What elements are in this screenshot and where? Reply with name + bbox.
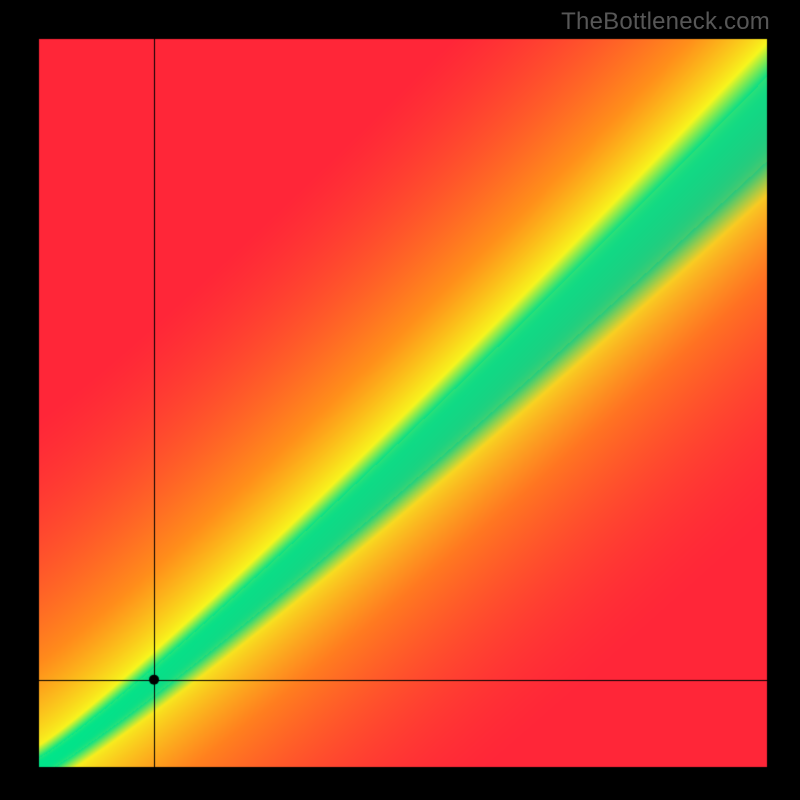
bottleneck-heatmap bbox=[0, 0, 800, 800]
watermark-label: TheBottleneck.com bbox=[561, 8, 770, 36]
